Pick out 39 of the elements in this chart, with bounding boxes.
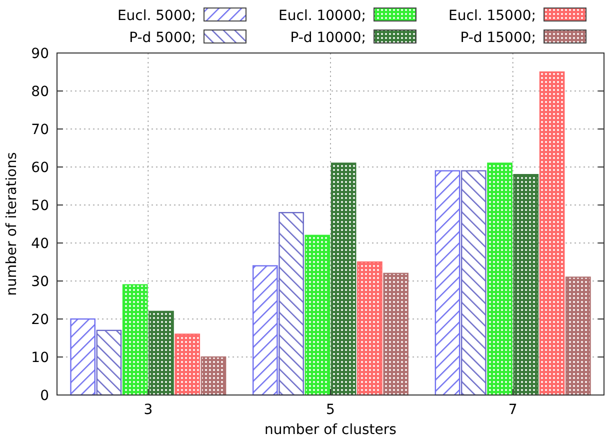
- y-tick-label: 70: [31, 122, 49, 138]
- bar: [148, 310, 174, 396]
- y-axis-title: number of iterations: [4, 152, 20, 296]
- bar: [460, 170, 486, 396]
- x-tick-label: 3: [144, 402, 153, 418]
- bar: [330, 162, 356, 396]
- x-axis-title: number of clusters: [264, 422, 396, 438]
- legend-label: P-d 10000;: [290, 30, 366, 46]
- y-tick-label: 90: [31, 46, 49, 62]
- y-tick-label: 30: [31, 274, 49, 290]
- x-tick-label: 7: [508, 402, 518, 418]
- bar: [357, 261, 382, 396]
- bar: [383, 272, 409, 396]
- bar: [434, 170, 460, 396]
- bar: [487, 162, 512, 396]
- x-tick-label: 5: [326, 402, 335, 418]
- y-tick-label: 20: [31, 312, 49, 328]
- legend-label: Eucl. 5000;: [117, 8, 196, 24]
- bar: [200, 356, 226, 396]
- y-tick-label: 50: [31, 198, 49, 214]
- bar: [174, 334, 200, 396]
- legend-label: Eucl. 15000;: [448, 8, 536, 24]
- bar: [513, 174, 539, 396]
- y-tick-label: 10: [31, 350, 49, 366]
- bar: [252, 265, 278, 396]
- bar: [96, 330, 122, 396]
- legend-label: P-d 15000;: [460, 30, 536, 46]
- bar: [70, 318, 96, 396]
- bar: [539, 71, 565, 396]
- y-tick-label: 0: [40, 388, 49, 404]
- legend-label: P-d 5000;: [129, 30, 196, 46]
- bar: [304, 234, 330, 396]
- bar: [566, 276, 591, 396]
- bar: [122, 284, 148, 396]
- y-tick-label: 80: [31, 84, 49, 100]
- y-tick-label: 60: [31, 160, 49, 176]
- bar: [278, 212, 304, 396]
- legend-label: Eucl. 10000;: [278, 8, 366, 24]
- y-tick-label: 40: [31, 236, 49, 252]
